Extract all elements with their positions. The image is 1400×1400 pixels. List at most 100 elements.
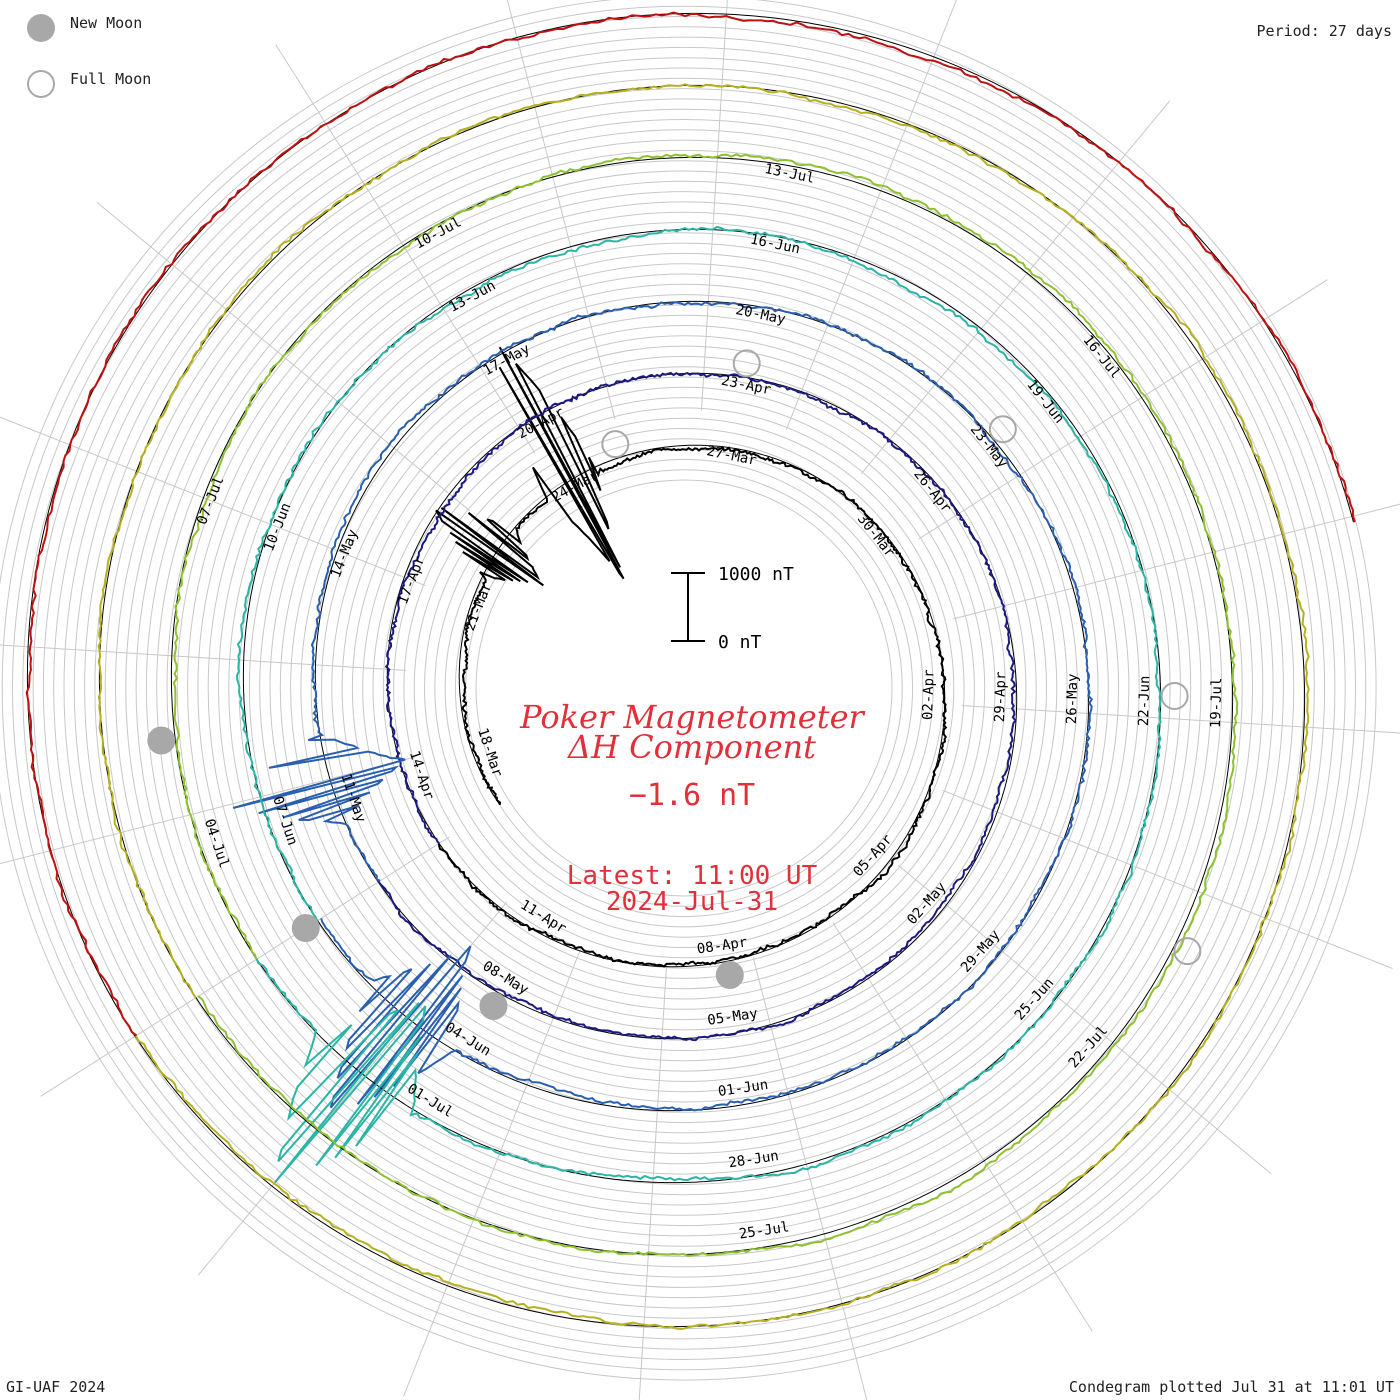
grid-circle <box>269 273 1099 1103</box>
grid-spoke <box>40 836 450 1097</box>
date-tick-label: 19-Jun <box>1023 377 1067 427</box>
grid-circle <box>42 46 1326 1330</box>
grid-circle <box>259 263 1109 1113</box>
grid-spoke <box>897 864 1272 1175</box>
grid-circle <box>321 325 1047 1051</box>
grid-circle <box>475 479 893 897</box>
date-tick-label: 07-Jul <box>194 474 227 527</box>
grid-circle <box>176 180 1192 1196</box>
grid-circle <box>32 36 1336 1340</box>
scale-top-label: 1000 nT <box>718 564 794 585</box>
date-tick-label: 25-Jun <box>1012 975 1058 1023</box>
center-title: Poker Magnetometer ΔH Component −1.6 nT … <box>519 698 865 917</box>
latest-date: 2024-Jul-31 <box>606 887 778 917</box>
new-moon-legend-icon <box>27 14 55 42</box>
new-moon-marker <box>291 914 320 943</box>
grid-spoke <box>918 279 1328 540</box>
grid-circle <box>197 201 1171 1175</box>
series-baseline-3 <box>242 228 1162 1184</box>
date-tick-label: 18-Mar <box>474 726 505 779</box>
date-tick-label: 05-May <box>706 1006 758 1029</box>
grid-circle <box>145 149 1223 1227</box>
full-moon-marker <box>988 415 1017 444</box>
latest-time: Latest: 11:00 UT <box>567 861 818 891</box>
grid-circle <box>187 191 1181 1185</box>
grid-circle <box>135 139 1233 1237</box>
grid-circle <box>228 232 1140 1144</box>
grid-circle <box>63 67 1305 1309</box>
grid-circle <box>22 26 1346 1350</box>
grid-circle <box>372 376 996 1000</box>
date-tick-label: 01-Jun <box>717 1077 769 1100</box>
full-moon-legend-label: Full Moon <box>70 70 152 88</box>
period-label: Period: 27 days <box>1256 22 1392 40</box>
grid-circle <box>12 16 1356 1360</box>
grid-circle <box>351 355 1017 1021</box>
series-trace-3 <box>235 225 1162 1184</box>
grid-circle <box>104 108 1264 1268</box>
grid-circle <box>248 252 1120 1124</box>
series-trace-2 <box>232 301 1094 1112</box>
grid-circle <box>444 448 924 928</box>
series-layer <box>25 11 1356 1330</box>
grid-spoke <box>832 922 1093 1332</box>
series-trace-6 <box>25 11 1356 1037</box>
grid-circle <box>125 129 1243 1247</box>
latest-value: −1.6 nT <box>629 778 755 813</box>
grid-circle <box>300 304 1068 1072</box>
series-trace-0 <box>435 346 948 968</box>
date-tick-label: 30-Mar <box>854 511 898 561</box>
series-trace-5 <box>97 83 1310 1330</box>
date-tick-label: 29-Apr <box>992 671 1009 722</box>
date-tick-label: 27-Mar <box>705 443 758 469</box>
scale-bottom-label: 0 nT <box>718 632 762 653</box>
grid-spoke <box>0 416 426 587</box>
grid-circle <box>393 397 975 979</box>
date-tick-label: 02-Apr <box>920 669 937 720</box>
full-moon-marker <box>1160 681 1189 710</box>
grid-circle <box>156 160 1212 1216</box>
new-moon-marker <box>479 991 508 1020</box>
date-tick-label: 05-Apr <box>850 832 896 880</box>
grid-spoke <box>953 503 1400 620</box>
grid-circle <box>362 366 1006 1010</box>
date-tick-label: 28-Jun <box>727 1148 779 1171</box>
full-moon-marker <box>732 349 761 378</box>
grid-circle <box>465 469 903 907</box>
series-baseline-5 <box>98 84 1306 1328</box>
date-tick-label: 29-May <box>958 927 1004 975</box>
new-moon-marker <box>147 726 176 755</box>
new-moon-marker <box>715 961 744 990</box>
date-tick-label: 25-Jul <box>738 1219 790 1242</box>
grid-spoke <box>700 0 728 411</box>
date-tick-label: 22-Jun <box>1136 675 1153 726</box>
date-tick-label: 08-Apr <box>696 934 748 957</box>
new-moon-legend-label: New Moon <box>70 14 143 32</box>
grid-spoke <box>506 0 616 419</box>
title-line-1: Poker Magnetometer <box>519 698 865 736</box>
grid-spoke <box>275 44 536 454</box>
grid-circle <box>310 314 1058 1062</box>
credit-label: GI-UAF 2024 <box>6 1378 106 1396</box>
grid-circle <box>290 294 1078 1082</box>
grid-spoke <box>638 965 668 1400</box>
title-line-2: ΔH Component <box>566 728 816 766</box>
series-baseline-4 <box>170 156 1234 1256</box>
grid-spoke <box>785 0 957 430</box>
grid-circle <box>207 211 1161 1165</box>
date-tick-label: 23-May <box>967 422 1011 472</box>
grid-circle <box>403 407 965 969</box>
grid-circle <box>94 98 1274 1278</box>
series-baseline-0 <box>438 444 946 968</box>
date-tick-label: 19-Jul <box>1208 677 1225 728</box>
grid-spoke <box>752 957 868 1400</box>
series-trace-4 <box>172 153 1239 1257</box>
full-moon-marker <box>601 430 630 459</box>
grid-circle <box>1 5 1367 1371</box>
grid-circle <box>382 386 986 990</box>
grid-spoke <box>942 789 1393 969</box>
grid-circle <box>53 57 1315 1319</box>
date-tick-label: 14-Apr <box>406 749 437 802</box>
